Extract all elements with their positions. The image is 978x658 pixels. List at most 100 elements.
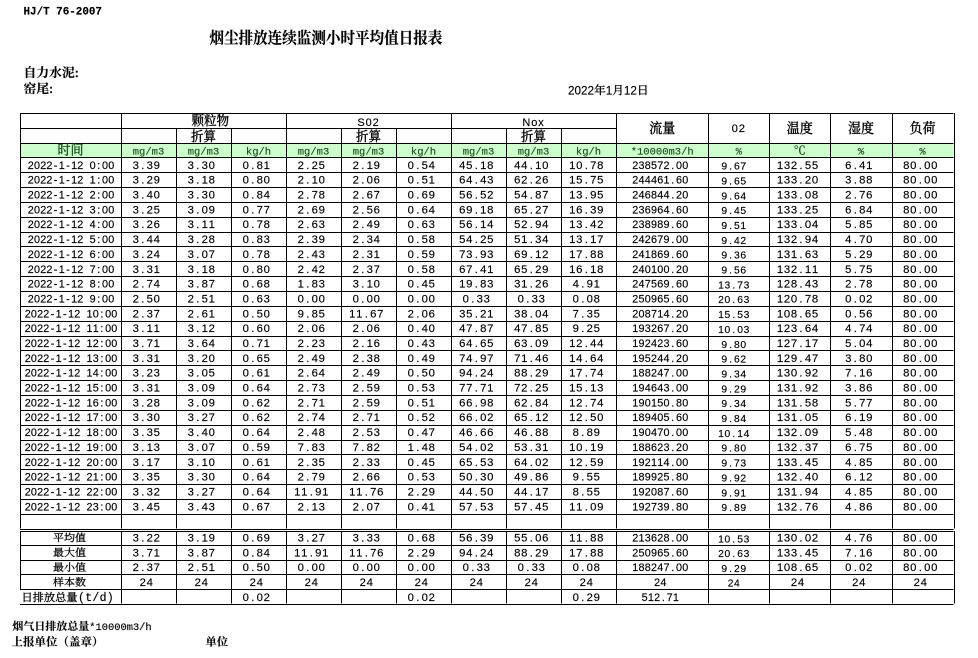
svg-text:4.86: 4.86 [845,501,872,513]
svg-text:57.53: 57.53 [459,501,493,513]
svg-text:3.35: 3.35 [133,472,160,484]
svg-text:3.29: 3.29 [133,175,160,187]
svg-text:62.84: 62.84 [514,397,548,409]
svg-text:3.23: 3.23 [133,368,160,380]
svg-text:kg/h: kg/h [411,146,436,158]
svg-text:49.86: 49.86 [514,472,548,484]
svg-text:2022-1-12 23:00: 2022-1-12 23:00 [25,501,118,513]
svg-text:94.24: 94.24 [459,547,493,559]
svg-text:3.24: 3.24 [133,249,160,261]
svg-text:88.29: 88.29 [514,547,548,559]
svg-text:0.43: 0.43 [408,338,435,350]
svg-text:2022-1-12 4:00: 2022-1-12 4:00 [28,219,114,231]
svg-text:2.19: 2.19 [353,160,380,172]
svg-text:2.49: 2.49 [298,353,325,365]
svg-text:0.64: 0.64 [243,383,270,395]
svg-text:71.46: 71.46 [514,353,548,365]
svg-text:10.19: 10.19 [569,442,603,454]
svg-text:2.43: 2.43 [298,249,325,261]
svg-text:2.29: 2.29 [408,547,435,559]
svg-text:24: 24 [470,577,483,589]
svg-text:24: 24 [580,577,593,589]
svg-text:56.52: 56.52 [459,190,493,202]
svg-text:6.19: 6.19 [845,412,872,424]
svg-text:24: 24 [852,577,865,589]
svg-text:3.45: 3.45 [133,501,160,513]
svg-text:20.63: 20.63 [718,295,750,306]
svg-text:240100.20: 240100.20 [632,264,688,276]
svg-text:3.27: 3.27 [188,487,215,499]
svg-text:0.47: 0.47 [408,427,435,439]
svg-text:2022-1-12 11:00: 2022-1-12 11:00 [25,323,118,335]
svg-text:11.76: 11.76 [349,547,383,559]
svg-text:0.59: 0.59 [408,249,435,261]
svg-text:74.97: 74.97 [459,353,493,365]
svg-text:9.51: 9.51 [721,221,746,232]
svg-text:44.17: 44.17 [514,487,548,499]
svg-text:0.80: 0.80 [243,264,270,276]
svg-text:5.48: 5.48 [845,427,872,439]
svg-text:80.00: 80.00 [903,323,937,335]
svg-text:17.88: 17.88 [569,547,603,559]
svg-text:0.02: 0.02 [243,592,270,604]
svg-text:2.74: 2.74 [133,279,160,291]
svg-text:0.81: 0.81 [243,160,270,172]
svg-text:47.85: 47.85 [514,323,548,335]
svg-text:%: % [858,146,865,158]
svg-text:2.38: 2.38 [353,353,380,365]
svg-text:3.88: 3.88 [845,175,872,187]
svg-text:0.08: 0.08 [573,293,600,305]
svg-text:189405.60: 189405.60 [632,412,688,424]
svg-text:3.10: 3.10 [188,457,215,469]
svg-text:2022-1-12 17:00: 2022-1-12 17:00 [25,412,118,424]
svg-text:3.71: 3.71 [133,547,160,559]
svg-text:51.34: 51.34 [514,234,548,246]
svg-text:0.64: 0.64 [243,427,270,439]
svg-text:2.74: 2.74 [298,412,325,424]
svg-text:0.64: 0.64 [243,487,270,499]
svg-text:0.56: 0.56 [845,308,872,320]
svg-text:250965.60: 250965.60 [632,547,688,559]
svg-text:1.83: 1.83 [298,279,325,291]
svg-text:0.62: 0.62 [243,412,270,424]
svg-text:64.65: 64.65 [459,338,493,350]
svg-text:15.53: 15.53 [718,310,750,321]
svg-text:10.78: 10.78 [569,160,603,172]
svg-text:57.45: 57.45 [514,501,548,513]
svg-text:24: 24 [914,577,927,589]
svg-text:7.82: 7.82 [353,442,380,454]
svg-text:2.59: 2.59 [353,397,380,409]
svg-text:2022-1-12 15:00: 2022-1-12 15:00 [25,383,118,395]
svg-text:5.04: 5.04 [845,338,872,350]
svg-text:19.83: 19.83 [459,279,493,291]
svg-text:2.06: 2.06 [408,308,435,320]
svg-text:2022-1-12 21:00: 2022-1-12 21:00 [25,472,118,484]
svg-text:20.63: 20.63 [718,549,750,560]
svg-text:47.87: 47.87 [459,323,493,335]
svg-text:mg/m3: mg/m3 [518,146,550,158]
svg-text:2.34: 2.34 [353,234,380,246]
svg-text:2022-1-12 22:00: 2022-1-12 22:00 [25,487,118,499]
svg-text::: : [49,82,53,96]
svg-text:2.56: 2.56 [353,204,380,216]
svg-text:0.61: 0.61 [243,368,270,380]
svg-text:3.19: 3.19 [188,533,215,545]
svg-text:44.10: 44.10 [514,160,548,172]
svg-text:16.39: 16.39 [569,204,603,216]
svg-text:0.00: 0.00 [298,293,325,305]
svg-text:2.73: 2.73 [298,383,325,395]
svg-text:3.87: 3.87 [188,279,215,291]
svg-text:3.30: 3.30 [188,472,215,484]
svg-text:238989.60: 238989.60 [632,219,688,231]
svg-text:80.00: 80.00 [903,487,937,499]
svg-text:9.29: 9.29 [721,384,746,395]
svg-text:0.83: 0.83 [243,234,270,246]
svg-text:2022-1-12 1:00: 2022-1-12 1:00 [28,175,114,187]
svg-text:66.02: 66.02 [459,412,493,424]
svg-text:6.41: 6.41 [845,160,872,172]
svg-text:0.60: 0.60 [243,323,270,335]
svg-text:7.35: 7.35 [573,308,600,320]
svg-text:HJ/T 76-2007: HJ/T 76-2007 [24,7,102,19]
svg-text:2022-1-12 19:00: 2022-1-12 19:00 [25,442,118,454]
svg-text:0.51: 0.51 [408,175,435,187]
